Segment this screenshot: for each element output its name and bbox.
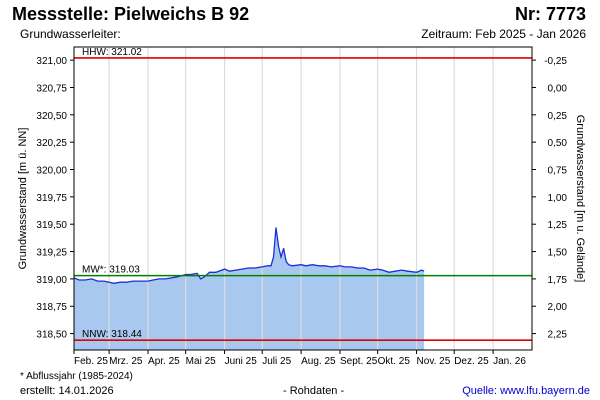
- y2-axis-title: Grundwasserstand [m u. Gelände]: [574, 115, 586, 283]
- y2-tick-label: 1,00: [548, 193, 568, 204]
- x-tick-label: Juli 25: [262, 356, 291, 367]
- created-date: erstellt: 14.01.2026: [20, 385, 114, 397]
- x-tick-label: Dez. 25: [454, 356, 489, 367]
- y2-tick-label: 2,25: [548, 330, 568, 341]
- y-tick-label: 320,25: [36, 138, 67, 149]
- y-tick-label: 319,50: [36, 220, 67, 231]
- y-tick-label: 318,75: [36, 302, 67, 313]
- plot-frame: [73, 46, 533, 351]
- x-tick-label: Juni 25: [225, 356, 258, 367]
- y-tick-label: 321,00: [36, 56, 67, 67]
- y2-tick-label: 2,00: [548, 302, 568, 313]
- y2-tick-label: 0,75: [548, 166, 568, 177]
- reference-label: MW*: 319.03: [82, 265, 140, 276]
- x-tick-label: Sept. 25: [340, 356, 378, 367]
- y2-tick-label: 1,75: [548, 275, 568, 286]
- aquifer-label: Grundwasserleiter:: [20, 27, 121, 41]
- x-tick-label: Okt. 25: [378, 356, 411, 367]
- x-tick-label: Apr. 25: [148, 356, 180, 367]
- y2-tick-label: -0,25: [544, 56, 567, 67]
- y2-tick-label: 0,50: [548, 138, 568, 149]
- footnote: * Abflussjahr (1985-2024): [20, 371, 133, 382]
- y-tick-label: 319,00: [36, 275, 67, 286]
- y2-tick-label: 1,50: [548, 248, 568, 259]
- x-tick-label: Feb. 25: [74, 356, 108, 367]
- x-tick-label: Mrz. 25: [109, 356, 143, 367]
- raw-data-label: - Rohdaten -: [283, 385, 345, 397]
- period-label: Zeitraum: Feb 2025 - Jan 2026: [421, 27, 586, 41]
- reference-label: HHW: 321.02: [82, 47, 142, 58]
- series-area-fill: [74, 227, 425, 350]
- y-tick-label: 319,75: [36, 193, 67, 204]
- y-tick-label: 319,25: [36, 248, 67, 259]
- y2-tick-label: 1,25: [548, 220, 568, 231]
- series-line: [73, 227, 425, 284]
- reference-label: NNW: 318.44: [82, 329, 142, 340]
- y2-tick-label: 0,00: [548, 83, 568, 94]
- source-link[interactable]: Quelle: www.lfu.bayern.de: [462, 385, 590, 397]
- y2-tick-label: 0,25: [548, 111, 568, 122]
- x-tick-label: Aug. 25: [301, 356, 336, 367]
- y-axis-title: Grundwasserstand [m ü. NN]: [17, 128, 29, 270]
- x-tick-label: Mai 25: [186, 356, 216, 367]
- y-tick-label: 320,00: [36, 166, 67, 177]
- station-number: Nr: 7773: [514, 4, 586, 24]
- y-tick-label: 320,75: [36, 83, 67, 94]
- page-title: Messstelle: Pielweichs B 92: [12, 4, 250, 24]
- x-tick-label: Jan. 26: [493, 356, 526, 367]
- y-tick-label: 320,50: [36, 111, 67, 122]
- y-tick-label: 318,50: [36, 330, 67, 341]
- x-tick-label: Nov. 25: [417, 356, 451, 367]
